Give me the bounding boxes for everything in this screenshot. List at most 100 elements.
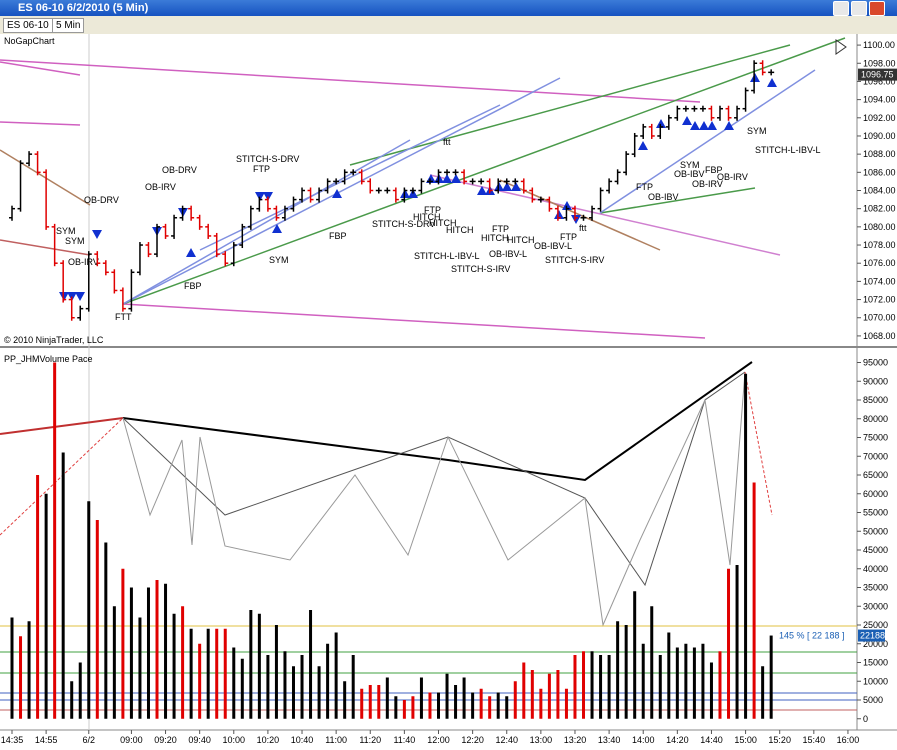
trend-line (122, 37, 846, 305)
trend-line (122, 77, 561, 305)
price-bar (290, 196, 297, 212)
volume-bar (385, 677, 389, 719)
volume-bar (27, 621, 31, 719)
y-tick-label: 70000 (863, 451, 888, 461)
price-bar (759, 60, 766, 76)
x-tick-label: 12:00 (427, 735, 450, 745)
volume-bar (189, 628, 193, 719)
price-bar (554, 205, 561, 221)
y-tick-label: 30000 (863, 601, 888, 611)
annotation: STITCH-S-DRV (372, 219, 435, 229)
y-tick-label: 1094.00 (863, 95, 896, 105)
signal-arrow (638, 141, 648, 150)
close-button[interactable] (869, 1, 885, 16)
signal-arrow (59, 292, 69, 301)
price-bar (716, 105, 723, 121)
price-bar (196, 214, 203, 230)
volume-bar (61, 452, 65, 719)
volume-bar (394, 696, 398, 719)
price-bar (273, 205, 280, 221)
price-bar (674, 105, 681, 121)
y-tick-label: 1070.00 (863, 313, 896, 323)
volume-bar (624, 625, 628, 719)
y-tick-label: 85000 (863, 395, 888, 405)
signal-arrow (707, 121, 717, 130)
x-tick-label: 09:00 (120, 735, 143, 745)
annotation: OB-IBV-L (534, 241, 572, 251)
price-bar (239, 223, 246, 249)
signal-arrow (451, 174, 461, 183)
price-bar (563, 205, 570, 221)
y-tick-label: 25000 (863, 620, 888, 630)
y-tick-label: 35000 (863, 583, 888, 593)
price-bar (77, 305, 84, 321)
y-tick-label: 1074.00 (863, 276, 896, 286)
volume-bar (582, 651, 586, 719)
price-bar (188, 205, 195, 221)
price-bar (623, 151, 630, 176)
maximize-button[interactable] (851, 1, 867, 16)
x-tick-label: 11:20 (359, 735, 381, 745)
price-bar (102, 260, 109, 276)
signal-arrow (682, 116, 692, 125)
panel-title: NoGapChart (4, 36, 55, 46)
price-bar (222, 251, 229, 267)
y-tick-label: 90000 (863, 376, 888, 386)
y-tick-label: 75000 (863, 433, 888, 443)
y-tick-label: 1098.00 (863, 58, 896, 68)
volume-bar (556, 670, 560, 719)
price-bar (580, 214, 587, 221)
play-icon[interactable] (835, 39, 847, 55)
volume-bar (232, 647, 236, 719)
interval-selector[interactable]: 5 Min (52, 18, 85, 33)
volume-bar (44, 493, 48, 719)
annotation: FTP (636, 182, 653, 192)
price-bar (648, 123, 655, 139)
annotation: OB-IBV-L (489, 249, 527, 259)
price-bar (699, 105, 706, 112)
price-bar (60, 260, 67, 303)
volume-bar (334, 632, 338, 719)
annotation: ftt (579, 223, 587, 233)
price-bar (316, 187, 323, 203)
minimize-button[interactable] (833, 1, 849, 16)
volume-bar (599, 655, 603, 719)
volume-bar (573, 655, 577, 719)
trend-line (599, 187, 756, 214)
signal-arrow (767, 78, 777, 87)
price-bar (256, 196, 263, 212)
volume-bar (155, 580, 159, 719)
annotation: STITCH-S-DRV (236, 154, 299, 164)
chart: NoGapChart © 2010 NinjaTrader, LLC PP_JH… (0, 34, 897, 750)
price-bar (9, 205, 15, 221)
x-tick-label: 12:40 (495, 735, 518, 745)
price-bar (708, 105, 715, 121)
annotation: ftt (443, 137, 451, 147)
price-bar (128, 269, 135, 312)
signal-arrow (442, 174, 452, 183)
y-tick-label: 15000 (863, 658, 888, 668)
last-price-label: 1096.75 (861, 70, 894, 80)
trend-lines (0, 37, 846, 339)
price-bar (546, 196, 553, 212)
x-tick-label: 13:40 (598, 735, 621, 745)
volume-bar (454, 685, 458, 719)
price-bar (537, 196, 544, 203)
volume-bar (360, 688, 364, 719)
trend-line (0, 61, 81, 76)
trend-line (122, 303, 706, 339)
price-bar (264, 196, 271, 212)
price-bar (520, 178, 527, 194)
annotation: FTP (253, 164, 270, 174)
volume-bar (215, 628, 219, 719)
price-bar (571, 205, 578, 221)
last-price-box (858, 68, 897, 81)
volume-bar (198, 643, 202, 719)
price-bar (68, 296, 75, 321)
y-tick-label: 10000 (863, 676, 888, 686)
symbol-selector[interactable]: ES 06-10 (3, 18, 53, 33)
volume-bar (692, 647, 696, 719)
volume-bar (667, 632, 671, 719)
price-bar (145, 242, 152, 258)
x-tick-label: 6/2 (83, 735, 96, 745)
